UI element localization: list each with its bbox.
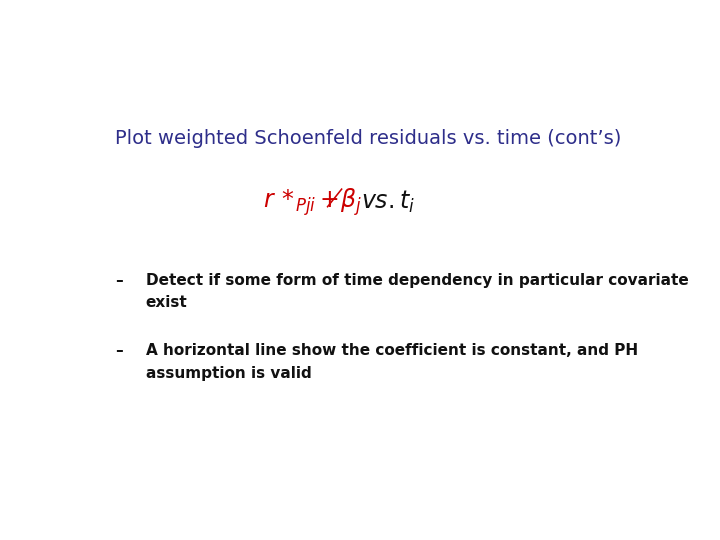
Text: $\mathit{vs.t_i}$: $\mathit{vs.t_i}$ bbox=[361, 189, 415, 215]
Text: –: – bbox=[115, 273, 123, 288]
Text: $\mathit{r}\,*_{\!\mathit{Pji}} + \not\!\beta_{\mathit{j}}$: $\mathit{r}\,*_{\!\mathit{Pji}} + \not\!… bbox=[263, 186, 361, 218]
Text: Detect if some form of time dependency in particular covariate
exist: Detect if some form of time dependency i… bbox=[145, 273, 688, 310]
Text: Plot weighted Schoenfeld residuals vs. time (cont’s): Plot weighted Schoenfeld residuals vs. t… bbox=[115, 129, 621, 149]
Text: A horizontal line show the coefficient is constant, and PH
assumption is valid: A horizontal line show the coefficient i… bbox=[145, 343, 638, 381]
Text: –: – bbox=[115, 343, 123, 359]
